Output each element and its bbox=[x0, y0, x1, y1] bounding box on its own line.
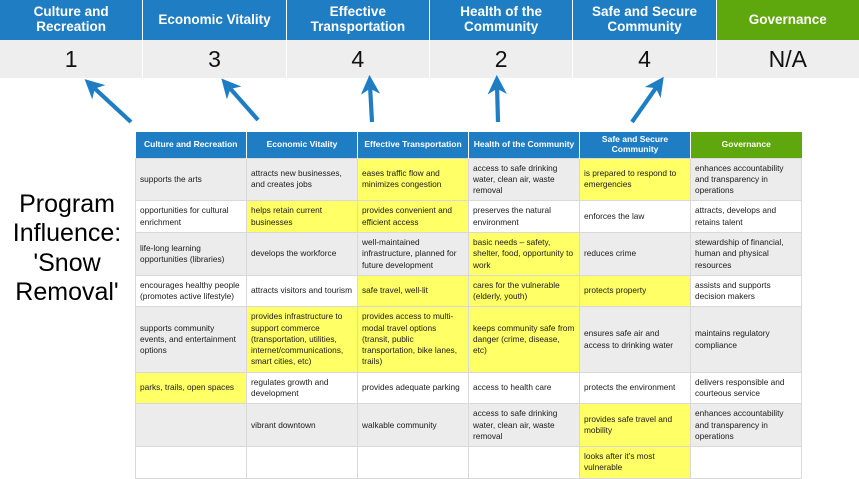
program-influence-caption: Program Influence: 'Snow Removal' bbox=[12, 190, 122, 306]
matrix-row: opportunities for cultural enrichment hel… bbox=[135, 200, 802, 233]
matrix-cell-r6-c5: enhances accountability and transparency… bbox=[690, 403, 802, 448]
matrix-cell-r6-c2: walkable community bbox=[357, 403, 469, 448]
matrix-row: supports community events, and entertain… bbox=[135, 306, 802, 373]
scorecard-value-row: 1 3 4 2 4 N/A bbox=[0, 40, 859, 78]
matrix-row: encourages healthy people (promotes acti… bbox=[135, 274, 802, 308]
matrix-cell-r5-c5: delivers responsible and courteous servi… bbox=[690, 371, 802, 405]
matrix-cell-r0-c5: enhances accountability and transparency… bbox=[690, 157, 802, 202]
matrix-header-row: Culture and Recreation Economic Vitality E… bbox=[135, 132, 802, 159]
matrix-cell-r4-c3: keeps community safe from danger (crime,… bbox=[468, 306, 580, 373]
arrow-culture-recreation bbox=[84, 79, 133, 124]
matrix-row: looks after it's most vulnerable bbox=[135, 446, 802, 479]
matrix-cell-r7-c5 bbox=[690, 446, 802, 479]
matrix-cell-r4-c2: provides access to multi-modal travel op… bbox=[357, 306, 469, 373]
matrix-column-header-4: Safe and Secure Community bbox=[579, 132, 691, 159]
matrix-cell-r1-c4: enforces the law bbox=[579, 200, 691, 233]
matrix-cell-r3-c2: safe travel, well-lit bbox=[357, 274, 469, 308]
matrix-cell-r2-c5: stewardship of financial, human and phys… bbox=[690, 231, 802, 276]
matrix-cell-r7-c0 bbox=[135, 446, 247, 479]
scorecard-value-4: 4 bbox=[573, 40, 717, 78]
arrow-health-of-community bbox=[487, 74, 507, 123]
scorecard-header-3: Health of the Community bbox=[429, 0, 574, 40]
matrix-column-header-3: Health of the Community bbox=[468, 132, 580, 159]
matrix-cell-r5-c0: parks, trails, open spaces bbox=[135, 371, 247, 405]
matrix-cell-r2-c0: life-long learning opportunities (librar… bbox=[135, 231, 247, 276]
matrix-column-header-1: Economic Vitality bbox=[246, 132, 358, 159]
matrix-cell-r3-c5: assists and supports decision makers bbox=[690, 274, 802, 308]
strategic-priorities-matrix: Culture and Recreation Economic Vitality E… bbox=[135, 132, 802, 479]
arrow-effective-transportation bbox=[360, 74, 381, 123]
matrix-cell-r7-c1 bbox=[246, 446, 358, 479]
matrix-cell-r3-c1: attracts visitors and tourism bbox=[246, 274, 358, 308]
matrix-cell-r5-c4: protects the environment bbox=[579, 371, 691, 405]
matrix-row: supports the arts attracts new businesses… bbox=[135, 157, 802, 202]
matrix-cell-r5-c3: access to health care bbox=[468, 371, 580, 405]
matrix-cell-r5-c1: regulates growth and development bbox=[246, 371, 358, 405]
matrix-cell-r0-c0: supports the arts bbox=[135, 157, 247, 202]
scorecard-value-1: 3 bbox=[143, 40, 287, 78]
matrix-cell-r0-c1: attracts new businesses, and creates job… bbox=[246, 157, 358, 202]
matrix-cell-r6-c0 bbox=[135, 403, 247, 448]
matrix-cell-r1-c3: preserves the natural environment bbox=[468, 200, 580, 233]
matrix-cell-r6-c3: access to safe drinking water, clean air… bbox=[468, 403, 580, 448]
scorecard-header-0: Culture and Recreation bbox=[0, 0, 144, 40]
matrix-cell-r0-c3: access to safe drinking water, clean air… bbox=[468, 157, 580, 202]
matrix-cell-r1-c2: provides convenient and efficient access bbox=[357, 200, 469, 233]
scorecard-value-2: 4 bbox=[286, 40, 430, 78]
scorecard-header-1: Economic Vitality bbox=[143, 0, 287, 40]
matrix-cell-r3-c4: protects property bbox=[579, 274, 691, 308]
scorecard-value-3: 2 bbox=[429, 40, 574, 78]
matrix-cell-r5-c2: provides adequate parking bbox=[357, 371, 469, 405]
scorecard-banner: Culture and Recreation Economic Vitality E… bbox=[0, 0, 859, 78]
matrix-cell-r2-c3: basic needs – safety, shelter, food, opp… bbox=[468, 231, 580, 276]
matrix-row: life-long learning opportunities (librar… bbox=[135, 231, 802, 276]
matrix-cell-r2-c4: reduces crime bbox=[579, 231, 691, 276]
scorecard-header-row: Culture and Recreation Economic Vitality E… bbox=[0, 0, 859, 40]
arrow-economic-vitality bbox=[221, 78, 260, 122]
arrow-safe-secure-community bbox=[630, 76, 664, 124]
scorecard-value-5: N/A bbox=[716, 40, 859, 78]
matrix-cell-r4-c0: supports community events, and entertain… bbox=[135, 306, 247, 373]
matrix-cell-r1-c1: helps retain current businesses bbox=[246, 200, 358, 233]
matrix-cell-r0-c2: eases traffic flow and minimizes congest… bbox=[357, 157, 469, 202]
matrix-cell-r0-c4: is prepared to respond to emergencies bbox=[579, 157, 691, 202]
matrix-cell-r7-c3 bbox=[468, 446, 580, 479]
matrix-cell-r2-c1: develops the workforce bbox=[246, 231, 358, 276]
matrix-cell-r6-c1: vibrant downtown bbox=[246, 403, 358, 448]
matrix-cell-r7-c2 bbox=[357, 446, 469, 479]
matrix-cell-r6-c4: provides safe travel and mobility bbox=[579, 403, 691, 448]
matrix-column-header-5: Governance bbox=[690, 132, 802, 159]
matrix-cell-r3-c0: encourages healthy people (promotes acti… bbox=[135, 274, 247, 308]
matrix-column-header-0: Culture and Recreation bbox=[135, 132, 247, 159]
matrix-cell-r4-c4: ensures safe air and access to drinking … bbox=[579, 306, 691, 373]
scorecard-header-5: Governance bbox=[716, 0, 859, 40]
matrix-cell-r2-c2: well-maintained infrastructure, planned … bbox=[357, 231, 469, 276]
matrix-cell-r1-c0: opportunities for cultural enrichment bbox=[135, 200, 247, 233]
scorecard-value-0: 1 bbox=[0, 40, 144, 78]
matrix-row: vibrant downtown walkable community access… bbox=[135, 403, 802, 448]
matrix-cell-r4-c1: provides infrastructure to support comme… bbox=[246, 306, 358, 373]
matrix-body: supports the arts attracts new businesses… bbox=[135, 157, 802, 479]
matrix-cell-r4-c5: maintains regulatory compliance bbox=[690, 306, 802, 373]
matrix-cell-r3-c3: cares for the vulnerable (elderly, youth… bbox=[468, 274, 580, 308]
matrix-cell-r1-c5: attracts, develops and retains talent bbox=[690, 200, 802, 233]
matrix-cell-r7-c4: looks after it's most vulnerable bbox=[579, 446, 691, 479]
scorecard-header-2: Effective Transportation bbox=[286, 0, 430, 40]
scorecard-header-4: Safe and Secure Community bbox=[573, 0, 717, 40]
matrix-row: parks, trails, open spaces regulates grow… bbox=[135, 371, 802, 405]
matrix-column-header-2: Effective Transportation bbox=[357, 132, 469, 159]
